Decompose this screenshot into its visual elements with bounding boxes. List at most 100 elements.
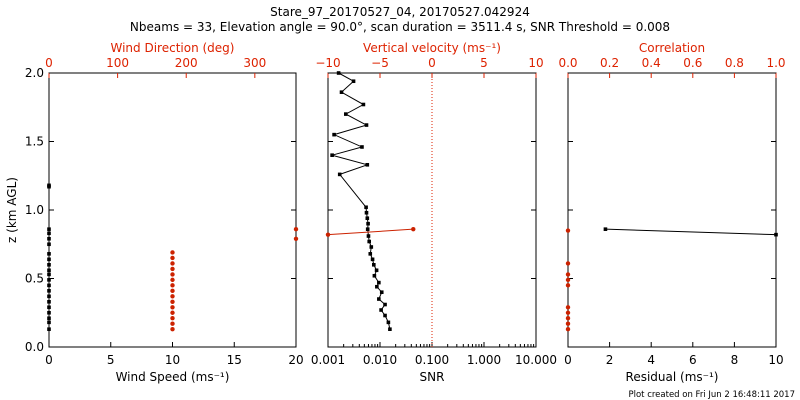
top-tick-label: 1.0 <box>766 56 785 70</box>
data-point <box>367 239 372 244</box>
series-snr <box>330 71 392 331</box>
data-point <box>369 245 374 249</box>
data-point <box>47 183 51 188</box>
plot-frame <box>567 72 777 348</box>
data-point <box>170 266 175 272</box>
top-tick-label: −10 <box>315 56 340 70</box>
data-point <box>379 308 383 312</box>
panel-snr: 0.001 0.010 0.100 1.000 10.000 SNR −10 −5 0 5 10 Ve… <box>311 41 557 384</box>
y-tick-label: 2.0 <box>25 66 44 80</box>
x-tick-label: 6 <box>689 353 697 367</box>
data-point <box>565 305 571 310</box>
data-point <box>325 232 331 237</box>
data-point <box>47 227 51 231</box>
data-point <box>565 228 571 233</box>
y-tick-label: 0.5 <box>25 272 44 286</box>
data-point <box>565 261 571 266</box>
data-point <box>377 280 381 285</box>
series-residual <box>603 227 778 237</box>
chart-title: Stare_97_20170527_04, 20170527.042924 <box>270 5 530 19</box>
plot-frame <box>327 72 537 348</box>
data-point <box>374 268 379 273</box>
x-tick-label: 10 <box>768 353 783 367</box>
y-tick-label: 1.0 <box>25 203 44 217</box>
data-point <box>332 132 336 137</box>
x-tick-label: 15 <box>227 353 242 367</box>
top-tick-label: 300 <box>243 56 266 70</box>
data-point <box>170 305 175 310</box>
data-point <box>170 299 175 304</box>
data-point <box>47 294 51 299</box>
x-tick-label: 0.001 <box>311 353 345 367</box>
data-point <box>47 231 51 236</box>
data-point <box>170 288 175 294</box>
data-point <box>47 289 51 293</box>
data-point <box>47 320 51 325</box>
data-point <box>170 272 175 277</box>
data-point <box>565 272 571 277</box>
data-point <box>364 210 369 215</box>
y-axis-label: z (km AGL) <box>5 177 19 243</box>
data-point <box>565 326 571 332</box>
data-point <box>365 227 370 231</box>
data-point <box>372 263 376 267</box>
plot-created-footer: Plot created on Fri Jun 2 16:48:11 2017 <box>628 390 795 400</box>
data-point <box>344 112 348 116</box>
x-tick-label: 10 <box>165 353 180 367</box>
data-point <box>339 90 344 94</box>
data-point <box>330 153 334 157</box>
data-point <box>47 310 51 315</box>
data-point <box>47 305 51 310</box>
data-point <box>293 236 299 241</box>
top-tick-label: 0.0 <box>558 56 577 70</box>
data-point <box>47 316 51 321</box>
panel-residual: 0 2 4 6 8 10 Residual (ms⁻¹) 0.0 0.2 0.4 0.6 0.8 1.0… <box>558 41 785 384</box>
data-point <box>170 277 175 283</box>
x-tick-label: 2 <box>606 353 614 367</box>
x-tick-label: 10.000 <box>515 353 557 367</box>
data-point <box>351 79 356 84</box>
data-point <box>170 261 175 266</box>
top-tick-label: 0 <box>428 56 436 70</box>
top-tick-label: −5 <box>371 56 389 70</box>
data-point <box>170 316 175 321</box>
data-point <box>565 283 571 288</box>
data-point <box>337 172 342 177</box>
data-point <box>565 310 571 315</box>
data-point <box>360 145 364 149</box>
series-line <box>327 228 414 236</box>
top-axis-label: Vertical velocity (ms⁻¹) <box>363 41 501 55</box>
data-point <box>370 257 375 262</box>
x-tick-label: 0.010 <box>363 353 397 367</box>
data-point <box>774 232 778 237</box>
top-tick-label: 0 <box>45 56 53 70</box>
series-wind-speed <box>47 183 51 331</box>
data-point <box>47 327 51 331</box>
data-point <box>170 321 175 326</box>
x-tick-label: 1.000 <box>467 353 501 367</box>
series-wind-direction <box>170 226 299 332</box>
data-point <box>377 297 381 301</box>
data-point <box>47 268 51 273</box>
data-point <box>47 283 51 288</box>
data-point <box>366 221 370 226</box>
top-tick-label: 0.8 <box>725 56 744 70</box>
data-point <box>170 250 175 255</box>
top-tick-label: 0.6 <box>683 56 702 70</box>
y-tick-label: 0.0 <box>25 340 44 354</box>
x-tick-label: 5 <box>107 353 115 367</box>
data-point <box>364 205 368 210</box>
data-point <box>365 216 370 221</box>
top-tick-label: 0.2 <box>600 56 619 70</box>
data-point <box>383 313 387 318</box>
data-point <box>170 326 175 332</box>
x-tick-label: 0 <box>564 353 572 367</box>
data-point <box>565 316 571 321</box>
data-point <box>47 242 51 247</box>
x-axis-label: Wind Speed (ms⁻¹) <box>116 370 230 384</box>
series-line <box>605 228 777 236</box>
x-axis-label: SNR <box>420 370 445 384</box>
data-point <box>379 290 384 294</box>
data-point <box>170 294 175 299</box>
